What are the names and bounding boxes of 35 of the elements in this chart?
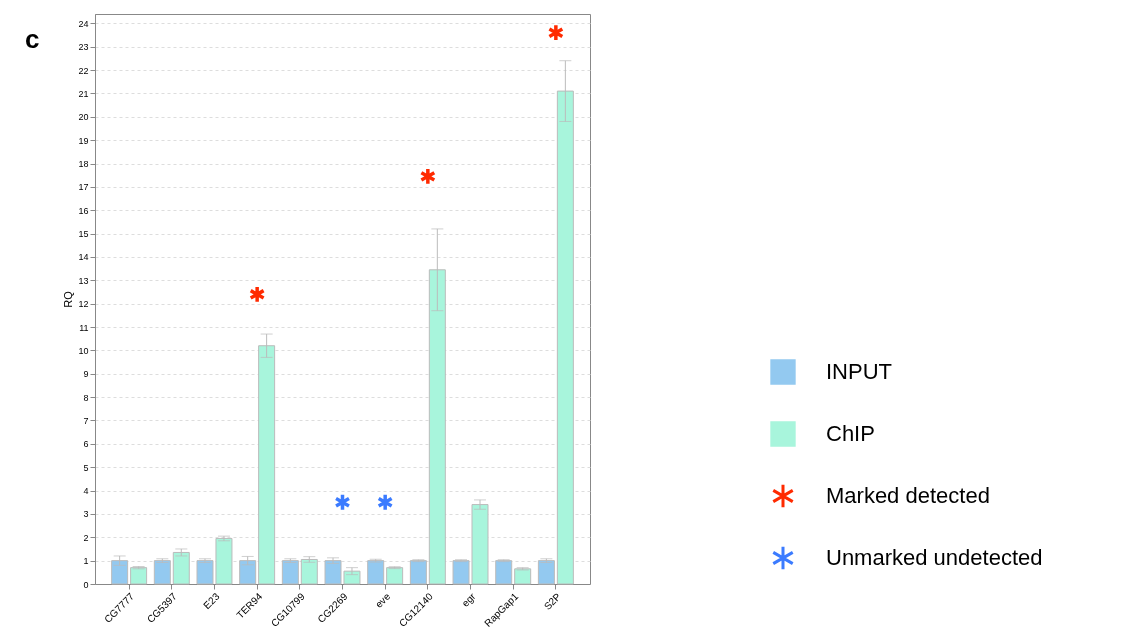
y-tick-label: 11 xyxy=(79,322,89,333)
legend-label: ChIP xyxy=(826,421,875,446)
legend-label: Marked detected xyxy=(826,483,990,508)
y-tick-label: 7 xyxy=(83,415,89,426)
y-tick-label: 20 xyxy=(78,112,89,123)
y-tick-label: 23 xyxy=(78,42,89,53)
x-tick-label: S2P xyxy=(541,590,564,612)
y-tick-label: 8 xyxy=(83,392,89,403)
x-tick-label: egr xyxy=(459,590,479,609)
y-tick-label: 0 xyxy=(83,579,89,590)
legend-label: INPUT xyxy=(826,359,892,384)
legend-label: Unmarked undetected xyxy=(826,545,1043,570)
y-tick-label: 18 xyxy=(78,159,89,170)
y-tick-label: 21 xyxy=(78,88,89,99)
y-tick-label: 4 xyxy=(83,486,89,497)
y-tick-label: 19 xyxy=(78,135,89,146)
y-tick-label: 13 xyxy=(78,275,89,286)
y-tick-label: 9 xyxy=(83,369,89,380)
y-tick-label: 3 xyxy=(83,509,89,520)
y-tick-label: 2 xyxy=(83,532,89,543)
y-tick-label: 16 xyxy=(78,205,89,216)
y-tick-label: 24 xyxy=(78,18,89,29)
y-tick-label: 22 xyxy=(78,65,89,76)
y-tick-label: 14 xyxy=(78,252,89,263)
x-tick-label: eve xyxy=(373,590,393,610)
y-tick-label: 5 xyxy=(83,462,89,473)
y-tick-label: 6 xyxy=(83,439,89,450)
y-axis-title: RQ xyxy=(62,290,75,308)
y-tick-label: 1 xyxy=(83,556,89,567)
y-tick-label: 15 xyxy=(78,229,89,240)
x-tick-label: E23 xyxy=(201,590,222,612)
y-tick-label: 17 xyxy=(78,182,89,193)
y-tick-label: 10 xyxy=(78,345,89,356)
y-tick-label: 12 xyxy=(78,299,89,310)
chart-title: c xyxy=(25,24,40,54)
